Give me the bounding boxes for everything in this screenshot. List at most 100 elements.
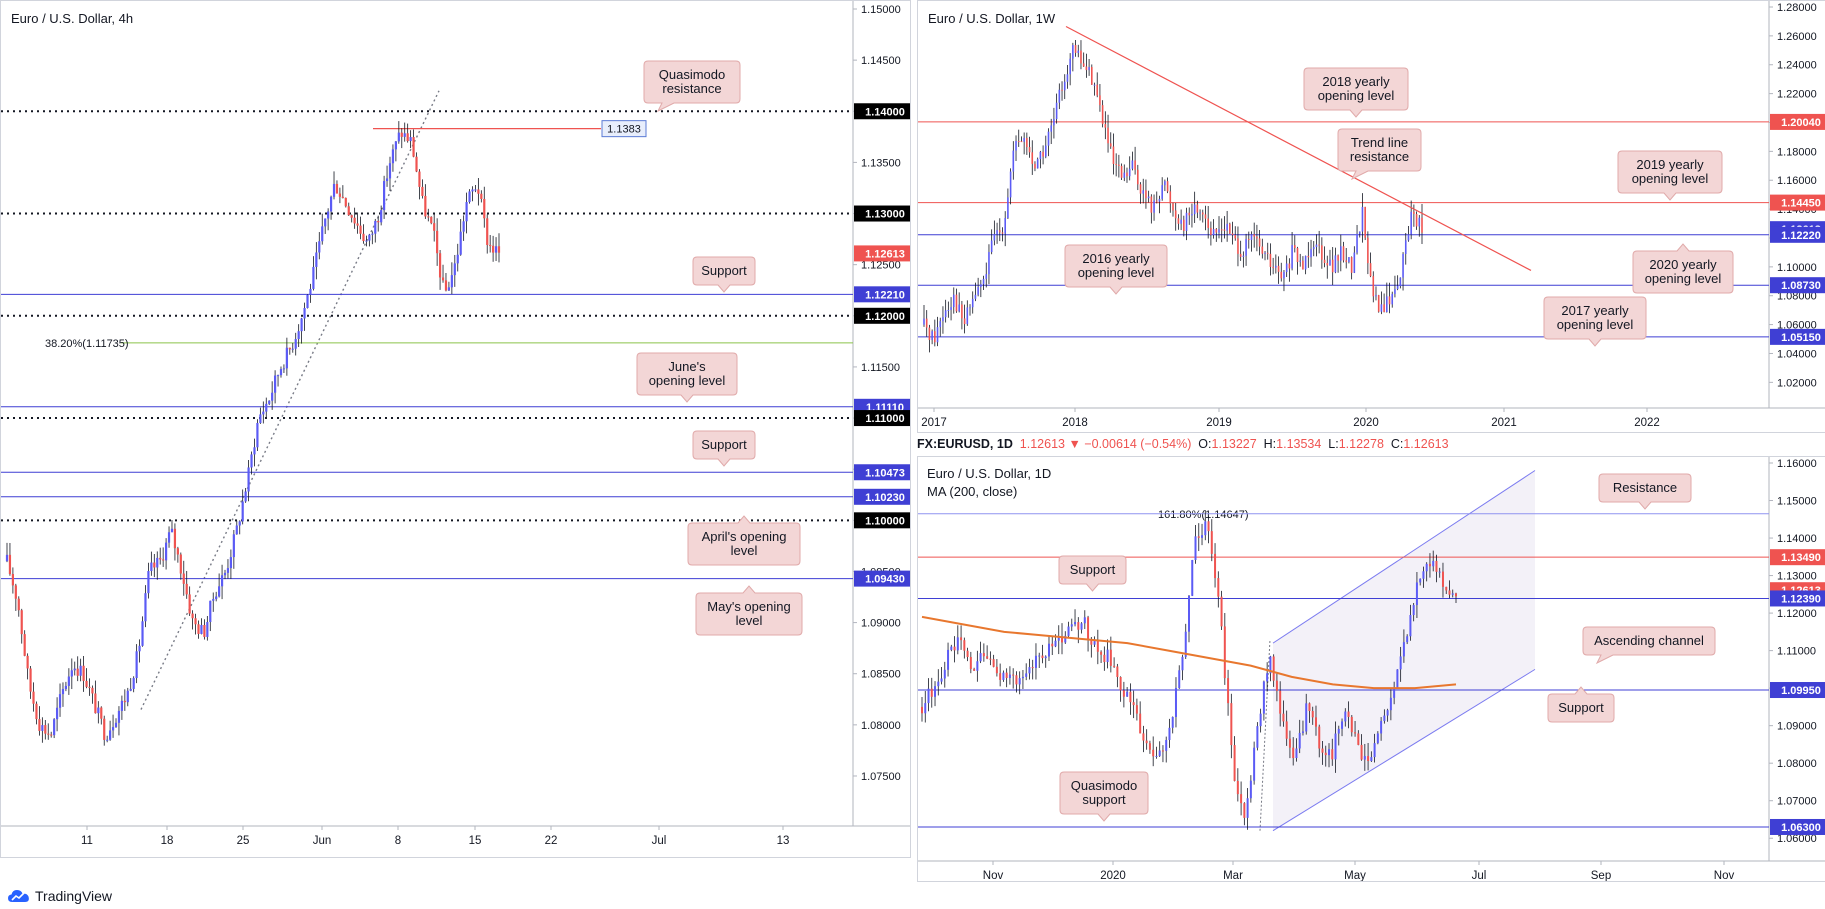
candle-body (1293, 245, 1296, 249)
candle-body (170, 528, 174, 533)
x-tick-label: Sep (1591, 870, 1611, 881)
candle-body (1009, 171, 1012, 198)
callout-ascending-channel[interactable]: Ascending channel (1582, 626, 1716, 665)
candle-body (1109, 143, 1112, 147)
callout-bubble (1547, 686, 1615, 723)
candle-body (1311, 710, 1314, 718)
candle-body (1109, 649, 1112, 666)
callout-support-2[interactable]: Support (1547, 686, 1615, 723)
callout-text: Quasimodo (1071, 778, 1137, 793)
candle-body (1391, 293, 1394, 305)
candle-body (106, 739, 109, 741)
callout-text: opening level (1557, 317, 1634, 332)
candle-body (279, 369, 283, 376)
candle-body (1275, 265, 1277, 268)
candle-body (61, 689, 65, 695)
candle-body (1409, 615, 1412, 637)
callout-text: resistance (1350, 149, 1409, 164)
chart-4h-plot[interactable]: 1.075001.080001.085001.090001.095001.100… (1, 1, 910, 857)
candle-body (1193, 204, 1196, 215)
candle-body (1413, 211, 1415, 214)
chart-panel-daily[interactable]: 1.060001.070001.080001.090001.100001.110… (917, 456, 1825, 882)
candle-body (1082, 63, 1085, 67)
candle-body (1318, 244, 1320, 246)
fib-level-label: 38.20%(1.11735) (45, 338, 129, 350)
candle-body (38, 719, 41, 731)
candle-body (1302, 260, 1304, 270)
candle-body (1243, 803, 1246, 818)
candle-body (356, 223, 359, 226)
callout-support[interactable]: Support (692, 256, 756, 293)
candle-body (1256, 236, 1258, 239)
candle-body (53, 719, 56, 736)
symbol-name[interactable]: FX:EURUSD, 1D (917, 437, 1013, 451)
price-tag-label: 1.09950 (1781, 685, 1821, 697)
x-tick-label: Nov (983, 870, 1004, 881)
candle-body (928, 327, 931, 340)
candle-body (1323, 259, 1326, 264)
x-tick-label: 2019 (1206, 417, 1232, 429)
candle-body (327, 211, 330, 219)
candles (921, 510, 1457, 830)
candle-body (324, 218, 327, 227)
candle-body (129, 688, 132, 691)
candle-body (1307, 255, 1310, 258)
candle-body (952, 294, 955, 308)
candle-body (993, 234, 996, 241)
candle-body (297, 331, 300, 340)
price-tag-bg (854, 512, 910, 529)
candle-body (64, 685, 68, 690)
candle-body (1058, 89, 1061, 103)
candle-body (1171, 716, 1174, 728)
candle-body (492, 245, 495, 253)
chart-panel-4h[interactable]: 1.075001.080001.085001.090001.095001.100… (0, 0, 911, 858)
candle-body (232, 534, 235, 558)
tradingview-logo[interactable]: TradingView (8, 888, 112, 904)
candle-body (1153, 200, 1155, 213)
candle-body (338, 193, 342, 197)
chart-weekly-plot[interactable]: 1.020001.040001.060001.080001.100001.120… (918, 1, 1825, 432)
x-tick-label: Mar (1223, 870, 1243, 881)
candle-body (91, 687, 94, 694)
chart-daily-plot[interactable]: 1.060001.070001.080001.090001.100001.110… (918, 457, 1825, 881)
candle-body (477, 189, 480, 194)
candle-body (1004, 217, 1006, 234)
price-tag-bg (1770, 549, 1825, 566)
candle-body (424, 195, 427, 217)
candle-body (259, 414, 262, 423)
price-tag-bg (854, 410, 910, 427)
candle-body (1023, 137, 1025, 142)
candle-body (141, 621, 144, 646)
callout-bubble (1058, 555, 1127, 592)
y-tick-label: 1.28000 (1777, 2, 1817, 14)
callout-support[interactable]: Support (1058, 555, 1127, 592)
candle-body (200, 624, 203, 634)
candle-body (1145, 740, 1148, 744)
chart-panel-weekly[interactable]: 1.020001.040001.060001.080001.100001.120… (917, 0, 1825, 433)
y-tick-label: 1.10000 (1777, 262, 1817, 274)
candle-body (1361, 206, 1364, 232)
candle-body (1415, 213, 1418, 227)
candle-body (418, 171, 421, 187)
candle-body (1207, 521, 1210, 532)
candle-body (1101, 105, 1104, 125)
callout-resistance[interactable]: Resistance (1598, 473, 1692, 510)
callout-support-2[interactable]: Support (692, 430, 756, 467)
candle-body (976, 661, 979, 671)
candle-body (1034, 655, 1037, 668)
candle-body (1066, 74, 1069, 82)
candle-body (1441, 571, 1444, 587)
indicator-label[interactable]: MA (200, close) (927, 484, 1018, 499)
candle-body (67, 676, 70, 686)
